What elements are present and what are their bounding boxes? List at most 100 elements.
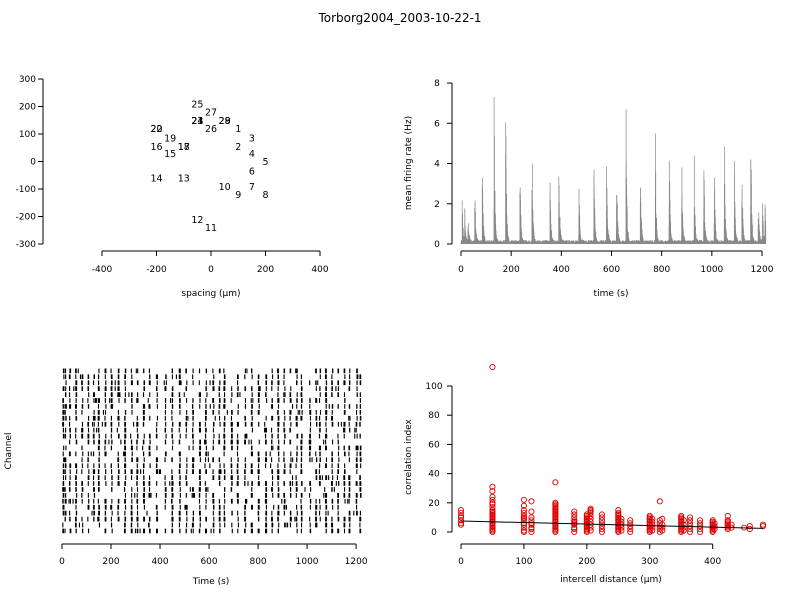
correlation-point: [598, 511, 605, 518]
correlation-point: [680, 524, 687, 531]
correlation-point: [711, 520, 718, 527]
correlation-point: [528, 528, 535, 536]
electrode-label-20: 20: [150, 124, 162, 135]
raster-channel-row: [65, 380, 362, 386]
y-tick-label: 100: [19, 130, 36, 140]
raster-channel-row: [62, 433, 361, 439]
correlation-point: [520, 520, 527, 527]
electrode-label-3: 3: [249, 134, 255, 145]
y-tick-label: 300: [19, 75, 36, 85]
correlation-point: [659, 515, 666, 522]
correlation-point: [552, 499, 559, 506]
raster-channel-row: [62, 498, 358, 504]
correlation-point: [724, 517, 731, 524]
correlation-point: [618, 518, 625, 525]
electrode-label-17: 17: [178, 142, 190, 153]
correlation-point: [697, 520, 704, 527]
raster-channel-row: [62, 493, 362, 498]
correlation-point: [615, 507, 622, 514]
y-tick-label: 4: [434, 160, 440, 170]
correlation-point: [627, 517, 634, 524]
raster-channel-row: [62, 469, 358, 475]
correlation-point: [457, 512, 465, 519]
correlation-point: [598, 528, 605, 536]
raster-channel-row: [62, 410, 361, 415]
x-tick-label: 200: [257, 265, 274, 275]
electrode-label-7: 7: [249, 182, 255, 193]
x-tick-label: 300: [641, 557, 658, 567]
x-tick-label: 400: [311, 265, 328, 275]
correlation-point: [520, 509, 527, 517]
page-title: Torborg2004_2003-10-22-1: [317, 11, 481, 25]
electrode-label-6: 6: [249, 167, 255, 178]
electrode-label-23: 23: [191, 116, 203, 127]
x-tick-label: 0: [59, 557, 65, 567]
correlation-point: [489, 488, 496, 495]
electrode-label-8: 8: [262, 190, 268, 201]
x-tick-label: 1000: [700, 265, 723, 275]
y-tick-label: 0: [30, 158, 36, 168]
correlation-point: [571, 528, 578, 536]
raster-channel-row: [64, 392, 361, 397]
correlation-point: [571, 524, 578, 531]
x-tick-label: 100: [515, 557, 532, 567]
electrode-label-19: 19: [164, 134, 176, 145]
raster-channel-row: [62, 475, 361, 480]
correlation-point: [697, 523, 704, 530]
correlation-point: [649, 524, 656, 531]
raster-channel-row: [62, 522, 361, 528]
electrode-label-5: 5: [262, 157, 268, 168]
y-tick-label: -300: [16, 240, 37, 250]
correlation-point: [680, 521, 687, 528]
correlation-point: [598, 526, 605, 533]
mean-firing-rate-plot: 0 2 4 6 8 0 200 400 600 800 1000 1200 time (s) mean f…: [404, 79, 774, 299]
raster-channel-row: [62, 421, 361, 427]
y-tick-label: 2: [434, 200, 440, 210]
correlation-point: [571, 508, 578, 515]
raster-channel-row: [62, 398, 361, 403]
firing-rate-trace: [460, 97, 767, 244]
electrode-label-14: 14: [150, 174, 162, 185]
y-tick-label: 6: [434, 119, 440, 129]
x-tick-label: -400: [92, 265, 113, 275]
correlation-distance-plot: 0 20 40 60 80 100 0 100 200 300 400 intercell dista…: [404, 363, 767, 585]
electrode-label-12: 12: [191, 215, 203, 226]
x-tick-label: 400: [151, 557, 168, 567]
y-tick-label: 100: [425, 382, 442, 392]
raster-channel-row: [62, 504, 358, 510]
correlation-point: [587, 505, 594, 512]
electrode-label-15: 15: [164, 149, 176, 160]
correlation-point: [711, 526, 718, 533]
raster-channel-row: [62, 386, 358, 392]
correlation-point: [697, 517, 704, 524]
raster-channel-row: [62, 481, 362, 486]
correlation-point: [489, 493, 496, 501]
electrode-label-4: 4: [249, 149, 255, 160]
correlation-point: [457, 517, 465, 524]
raster-channel-row: [69, 439, 339, 445]
electrode-label-21: 21: [191, 116, 203, 127]
correlation-point: [678, 512, 685, 519]
x-tick-label: 0: [458, 557, 464, 567]
correlation-point: [649, 527, 656, 534]
electrode-label-11: 11: [205, 223, 217, 234]
correlation-point: [724, 512, 731, 519]
correlation-point: [571, 514, 578, 521]
x-tick-label: 800: [249, 557, 266, 567]
x-tick-label: 800: [653, 265, 670, 275]
correlation-point: [520, 524, 527, 531]
raster-channel-row: [62, 510, 361, 516]
electrode-label-10: 10: [219, 182, 231, 193]
raster-channel-row: [62, 463, 362, 469]
correlation-point: [746, 523, 753, 530]
correlation-point: [489, 496, 496, 503]
correlation-point: [520, 496, 527, 503]
electrode-label-24: 24: [191, 116, 203, 127]
correlation-point: [489, 499, 496, 506]
raster-channel-row: [62, 528, 362, 534]
electrode-label-16: 16: [150, 142, 162, 153]
x-tick-label: 200: [503, 265, 520, 275]
correlation-point: [571, 517, 578, 524]
electrode-label-26: 26: [205, 124, 217, 135]
correlation-point: [598, 514, 605, 521]
